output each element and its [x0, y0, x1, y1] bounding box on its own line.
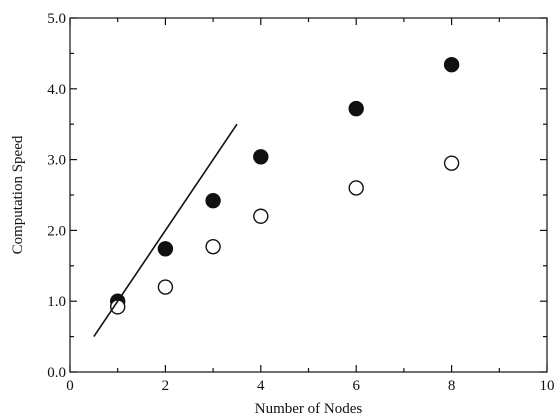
open-point	[157, 279, 174, 295]
y-tick-label: 2.0	[47, 223, 66, 239]
x-tick-label: 2	[162, 378, 170, 394]
reference-line	[93, 123, 238, 338]
x-axis-label: Number of Nodes	[255, 401, 363, 417]
ticks: 0 2 4 6 8 10 0.0 1.0 2.0 3.0 4.0 5.0	[47, 11, 554, 394]
open-point	[205, 238, 221, 255]
y-tick-label: 0.0	[47, 365, 66, 381]
axes	[69, 17, 548, 373]
open-point	[443, 155, 460, 171]
x-tick-label: 0	[66, 378, 74, 394]
filled-point	[348, 100, 364, 117]
filled-point	[205, 192, 221, 209]
x-tick-label: 6	[352, 378, 360, 394]
open-point	[253, 208, 269, 224]
y-tick-label: 5.0	[47, 11, 66, 27]
data-marks	[93, 57, 460, 338]
y-axis-label: Computation Speed	[10, 135, 26, 254]
open-point	[348, 180, 364, 196]
filled-point	[253, 149, 269, 165]
filled-point	[157, 241, 174, 257]
filled-point	[443, 57, 460, 73]
plot-frame	[69, 17, 548, 373]
y-tick-label: 3.0	[47, 153, 66, 169]
x-tick-label: 8	[448, 378, 456, 394]
y-tick-label: 1.0	[47, 294, 66, 310]
x-tick-label: 4	[257, 378, 265, 394]
y-tick-label: 4.0	[47, 82, 66, 98]
x-tick-label: 10	[540, 378, 555, 394]
